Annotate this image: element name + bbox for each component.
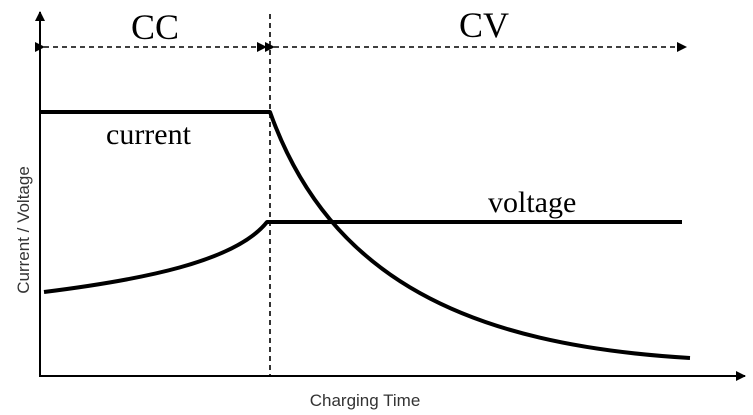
voltage-curve [43, 220, 682, 294]
cc-phase-label: CC [131, 7, 179, 47]
current-curve [40, 110, 691, 360]
current-label: current [106, 118, 192, 151]
y-axis-label: Current / Voltage [14, 166, 33, 294]
cv-phase-label: CV [459, 5, 509, 45]
x-axis-label: Charging Time [310, 391, 421, 410]
voltage-label: voltage [488, 186, 576, 219]
